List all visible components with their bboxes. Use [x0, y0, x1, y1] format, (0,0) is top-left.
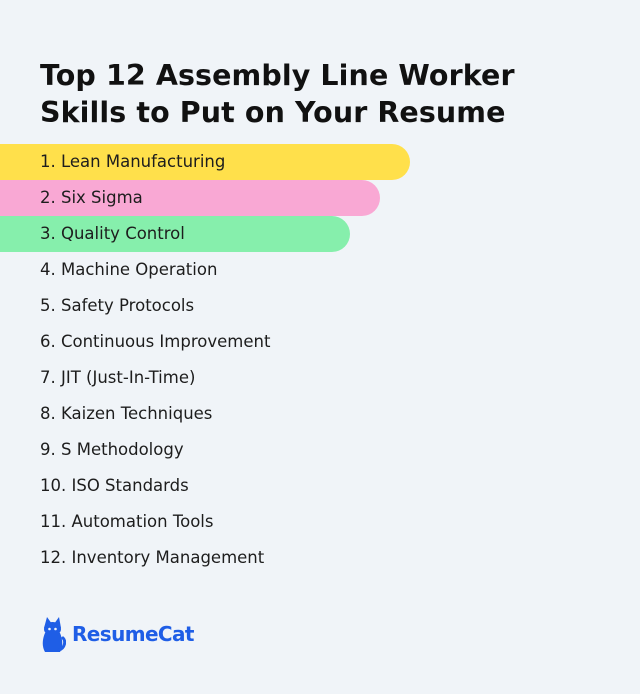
skill-item-quality-control: 3. Quality Control [0, 216, 350, 252]
skill-item-six-sigma: 2. Six Sigma [0, 180, 380, 216]
page-title: Top 12 Assembly Line Worker Skills to Pu… [40, 57, 600, 131]
skill-item-kaizen-techniques: 8. Kaizen Techniques [40, 404, 213, 423]
skill-item-s-methodology: 9. S Methodology [40, 440, 184, 459]
skill-item-lean-manufacturing: 1. Lean Manufacturing [0, 144, 410, 180]
skill-item-iso-standards: 10. ISO Standards [40, 476, 189, 495]
title-line-2: Skills to Put on Your Resume [40, 96, 506, 130]
skills-list: 1. Lean Manufacturing 2. Six Sigma 3. Qu… [0, 144, 640, 576]
skill-item-safety-protocols: 5. Safety Protocols [40, 296, 195, 315]
skill-item-automation-tools: 11. Automation Tools [40, 512, 214, 531]
title-line-1: Top 12 Assembly Line Worker [40, 59, 515, 93]
brand-logo: ResumeCat [40, 614, 194, 654]
brand-name: ResumeCat [72, 622, 194, 646]
skill-item-continuous-improvement: 6. Continuous Improvement [40, 332, 271, 351]
skill-item-inventory-management: 12. Inventory Management [40, 548, 265, 567]
cat-icon [42, 617, 66, 652]
skill-item-machine-operation: 4. Machine Operation [40, 260, 218, 279]
skill-item-jit: 7. JIT (Just-In-Time) [40, 368, 196, 387]
